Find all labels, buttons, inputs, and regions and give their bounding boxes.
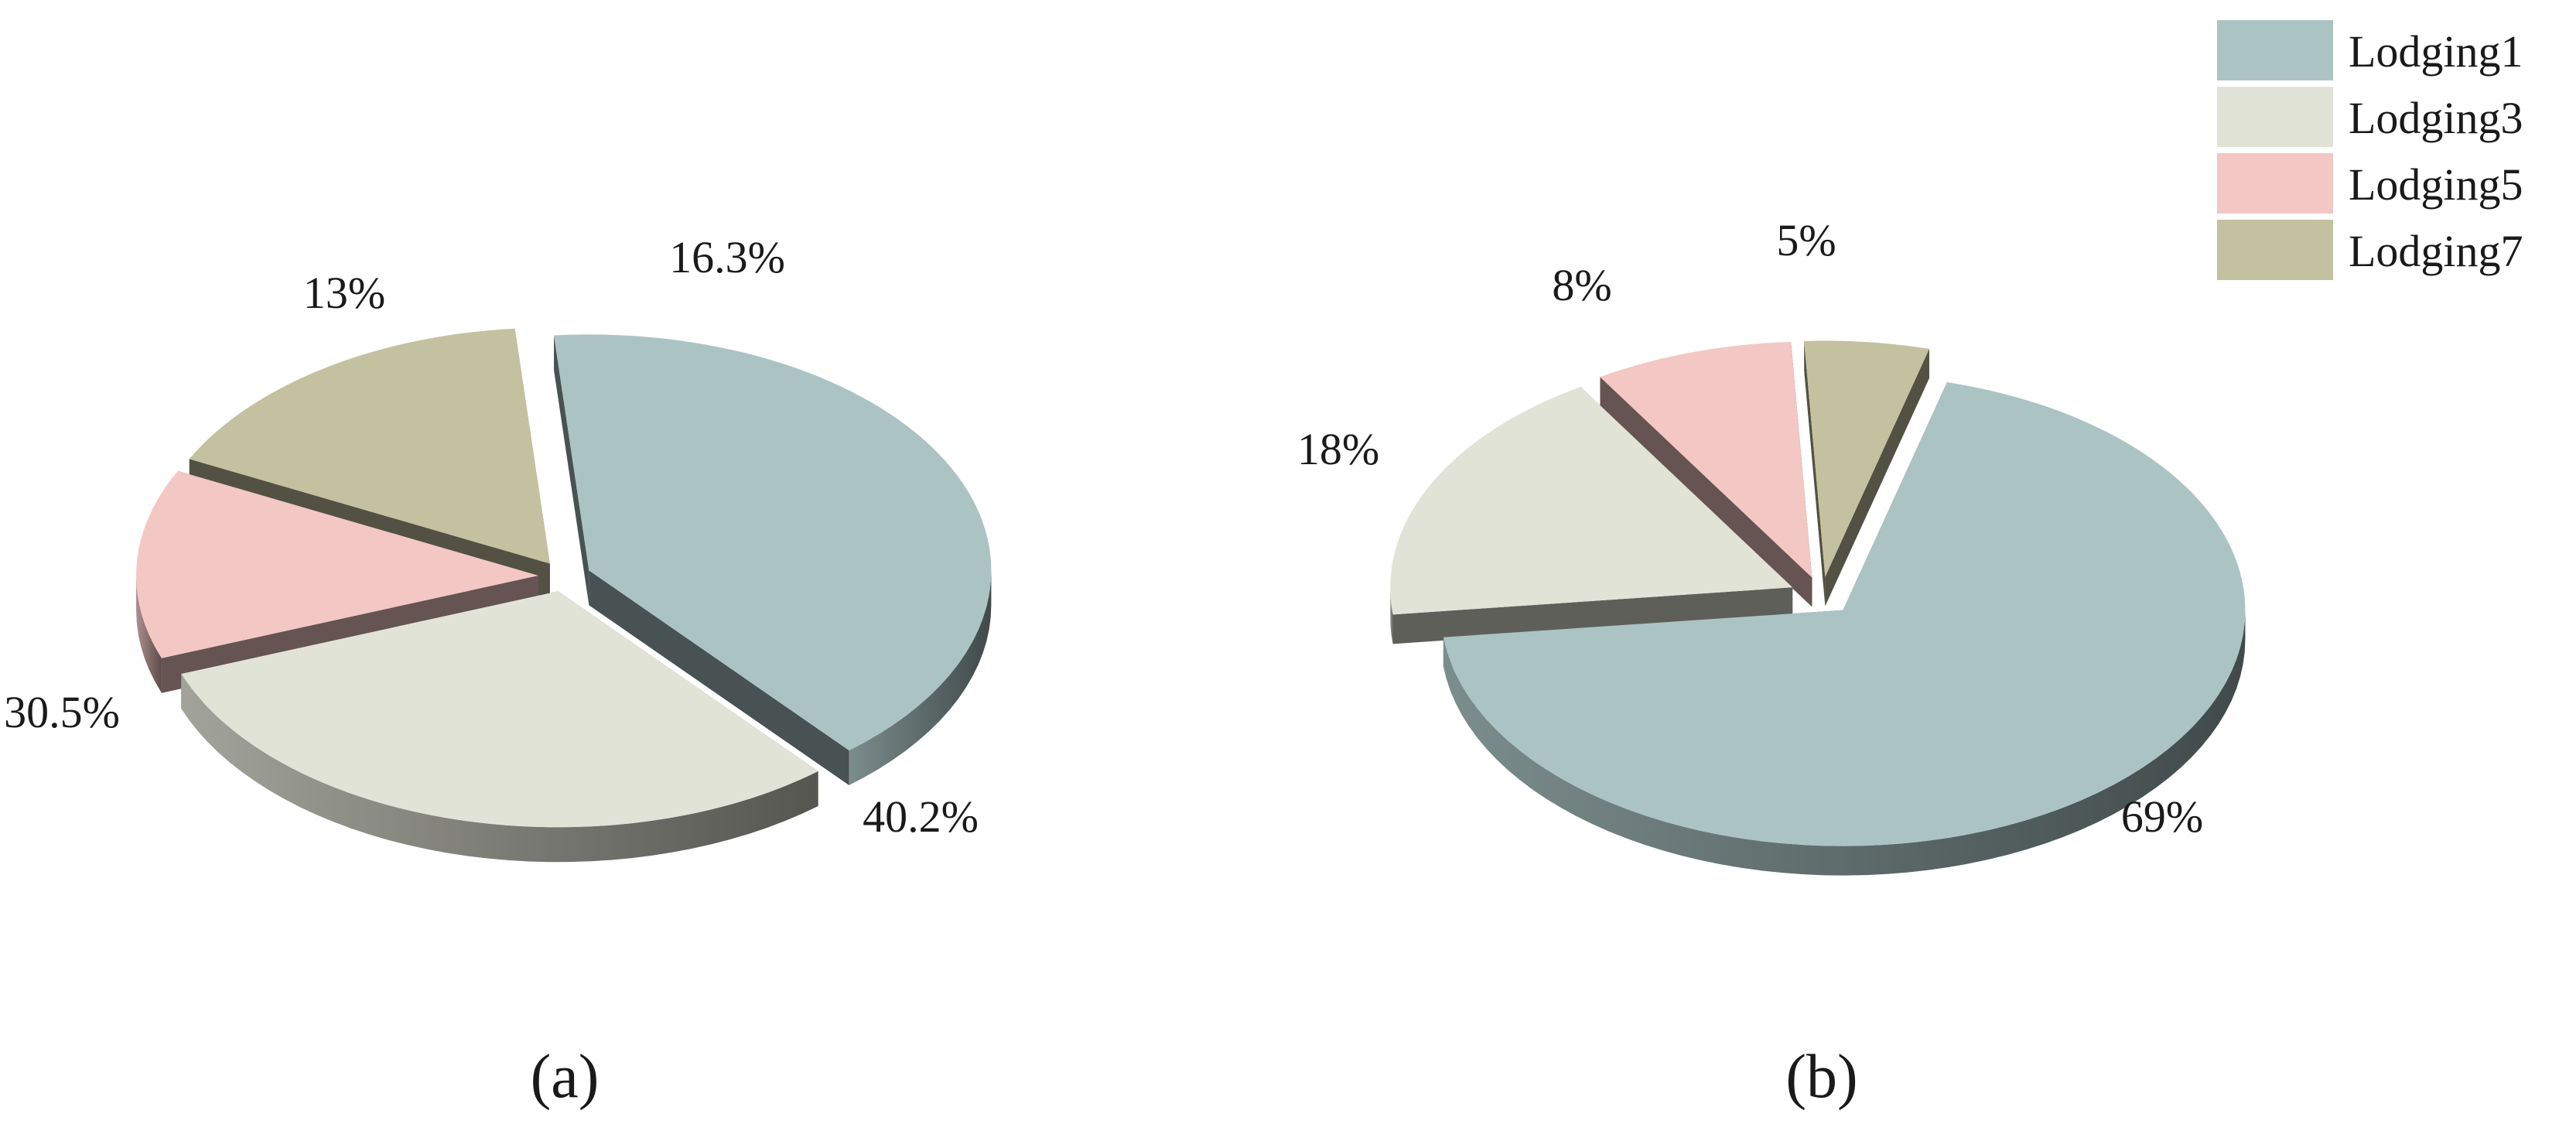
legend-label-lodging7: Lodging7	[2349, 226, 2523, 276]
legend-item: Lodging3	[2217, 87, 2523, 147]
legend-item: Lodging1	[2217, 20, 2523, 80]
pie-slice-top	[1443, 382, 2246, 846]
data-label-lodging5: 13%	[303, 268, 385, 318]
data-label-lodging1: 40.2%	[863, 791, 979, 842]
pie-slice-wall	[1600, 377, 1812, 607]
panel-label-b: (b)	[1785, 1043, 1857, 1111]
pie-slice-wall	[1392, 587, 1793, 644]
pie-slice-wall	[1825, 348, 1929, 607]
pie-slice-wall	[589, 570, 849, 786]
pie-slice-lodging7	[1804, 340, 1929, 607]
pie-slice-lodging1	[1443, 382, 2246, 876]
pie-slice-rim	[136, 575, 162, 693]
pie-slice-rim	[1390, 587, 1393, 644]
legend-swatch-lodging3	[2217, 87, 2333, 147]
data-label-lodging7: 16.3%	[669, 232, 785, 282]
legend-swatch-lodging7	[2217, 220, 2333, 280]
data-label-lodging3: 30.5%	[4, 687, 120, 737]
pie-slice-top	[554, 334, 992, 751]
pie-slice-lodging3	[1390, 387, 1793, 644]
legend-swatch-lodging5	[2217, 153, 2333, 214]
legend-item: Lodging7	[2217, 220, 2523, 280]
data-label-lodging7: 5%	[1776, 215, 1836, 265]
pie-slice-lodging5	[1600, 341, 1812, 607]
legend-label-lodging1: Lodging1	[2349, 26, 2523, 77]
pie-slice-lodging1	[554, 334, 992, 786]
legend-label-lodging3: Lodging3	[2349, 93, 2523, 143]
pie-slice-wall	[554, 335, 589, 606]
data-label-lodging1: 69%	[2121, 791, 2203, 842]
pie-chart-b: 69% 18% 8% 5%	[1297, 215, 2246, 876]
pie-slice-top	[1804, 340, 1929, 577]
data-label-lodging5: 8%	[1552, 260, 1611, 310]
pie-slice-rim	[849, 570, 992, 786]
legend: Lodging1 Lodging3 Lodging5 Lodging7	[2217, 20, 2523, 280]
pie-slice-rim	[181, 674, 818, 863]
data-label-lodging3: 18%	[1297, 424, 1379, 474]
pie-slice-wall	[1804, 340, 1826, 607]
legend-label-lodging5: Lodging5	[2349, 159, 2523, 210]
legend-swatch-lodging1	[2217, 20, 2333, 80]
panel-label-a: (a)	[531, 1043, 600, 1111]
pie-slice-top	[181, 591, 818, 828]
pie-chart-a: 40.2% 30.5% 13% 16.3%	[4, 232, 992, 863]
pie-slice-top	[1390, 387, 1793, 615]
pie-slice-top	[189, 328, 550, 564]
pie-slice-top	[136, 470, 539, 658]
pie-slice-lodging3	[181, 591, 818, 863]
pie-slice-top	[1600, 341, 1812, 578]
legend-item: Lodging5	[2217, 153, 2523, 214]
